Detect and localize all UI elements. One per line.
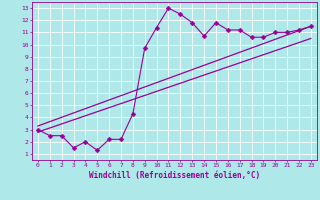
X-axis label: Windchill (Refroidissement éolien,°C): Windchill (Refroidissement éolien,°C) [89, 171, 260, 180]
